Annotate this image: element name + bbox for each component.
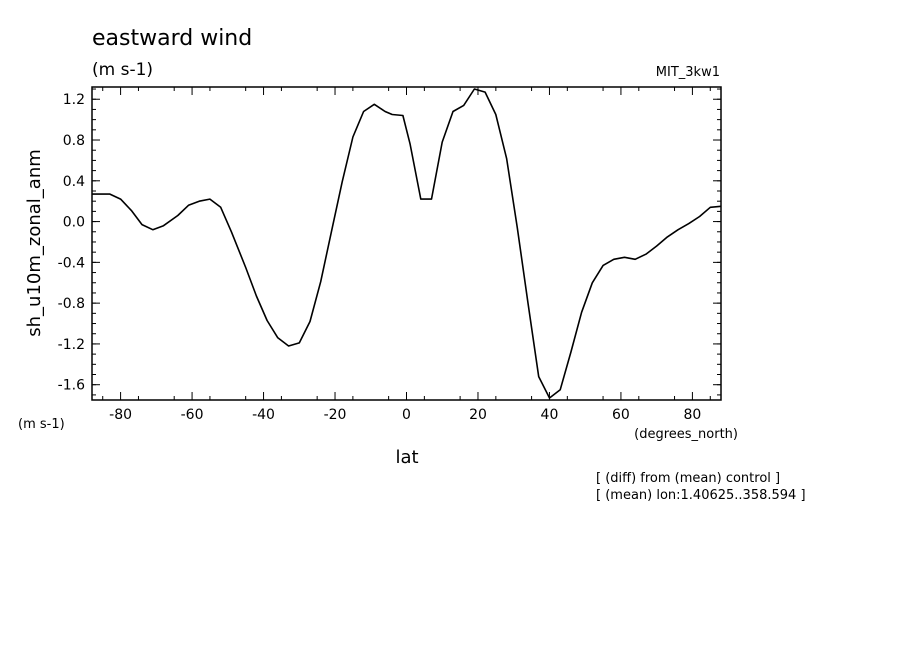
x-tick-label: 40: [541, 407, 559, 423]
y-tick-label: -0.8: [58, 296, 85, 312]
x-axis-units: (degrees_north): [634, 427, 738, 442]
x-axis-ticks: -80 -60 -40 -20 0 20 40 60 80: [102, 87, 711, 423]
y-tick-label: -1.2: [58, 337, 85, 353]
y-axis-ticks: 1.2 0.8 0.4 0.0 -0.4 -0.8 -1.2 -1.6: [58, 88, 721, 396]
x-axis-label: lat: [395, 447, 418, 468]
note-diff: [ (diff) from (mean) control ]: [596, 471, 780, 486]
y-axis-units: (m s-1): [18, 417, 65, 432]
x-tick-label: -60: [181, 407, 204, 423]
x-tick-label: 60: [612, 407, 630, 423]
y-tick-label: 0.0: [63, 215, 85, 231]
y-tick-label: 0.4: [63, 174, 85, 190]
x-tick-label: -80: [109, 407, 132, 423]
y-tick-label: 1.2: [63, 92, 85, 108]
x-tick-label: -20: [324, 407, 347, 423]
x-tick-label: -40: [252, 407, 275, 423]
x-tick-label: 0: [402, 407, 411, 423]
y-tick-label: -1.6: [58, 378, 85, 394]
model-label: MIT_3kw1: [656, 65, 720, 80]
data-series-line: [92, 88, 722, 399]
x-tick-label: 80: [683, 407, 701, 423]
y-axis-label: sh_u10m_zonal_anm: [24, 149, 45, 337]
note-mean: [ (mean) lon:1.40625..358.594 ]: [596, 488, 806, 503]
plot-frame: [91, 86, 722, 401]
x-tick-label: 20: [469, 407, 487, 423]
chart-title: eastward wind: [92, 26, 252, 51]
y-tick-label: -0.4: [58, 255, 85, 271]
chart-subtitle-units: (m s-1): [92, 60, 153, 80]
y-tick-label: 0.8: [63, 133, 85, 149]
